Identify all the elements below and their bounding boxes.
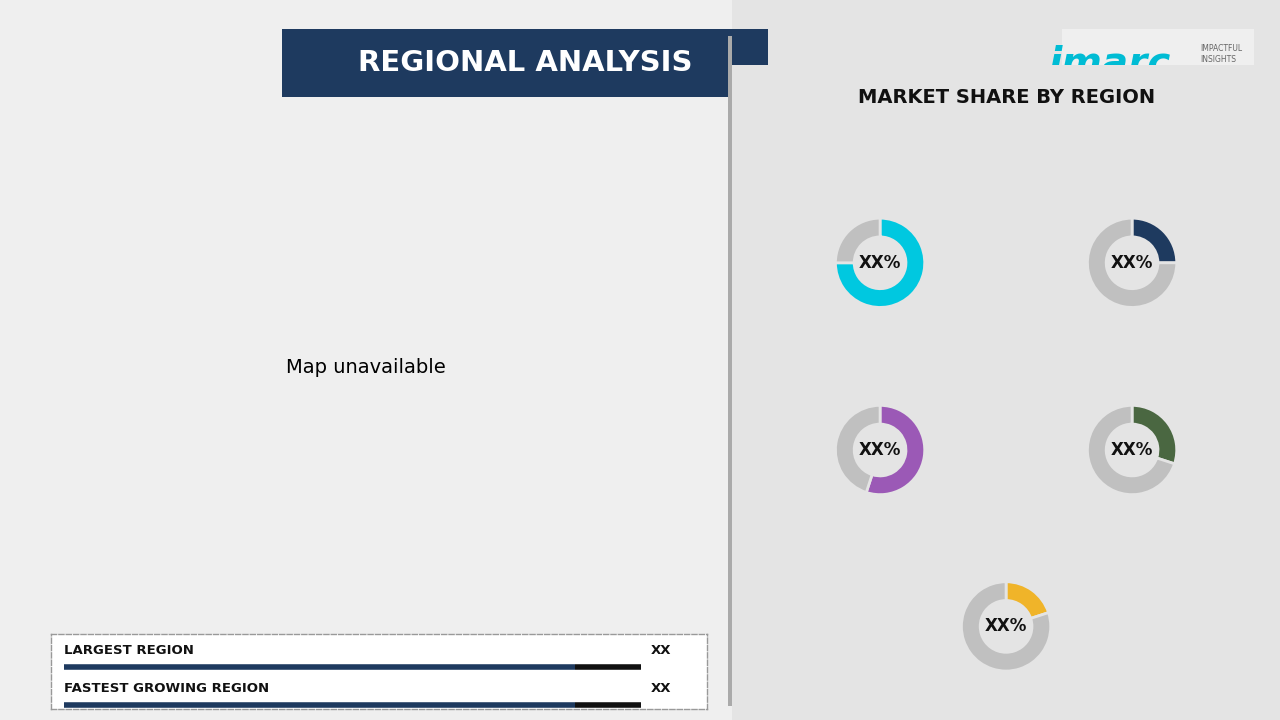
Text: IMPACTFUL
INSIGHTS: IMPACTFUL INSIGHTS	[1201, 44, 1243, 64]
Text: MARKET SHARE BY REGION: MARKET SHARE BY REGION	[858, 88, 1155, 107]
Text: REGIONAL ANALYSIS: REGIONAL ANALYSIS	[357, 49, 692, 77]
Text: XX%: XX%	[859, 254, 901, 271]
Text: XX: XX	[650, 682, 671, 695]
Wedge shape	[1132, 218, 1176, 263]
Wedge shape	[1006, 582, 1048, 618]
Wedge shape	[867, 405, 924, 495]
Text: XX%: XX%	[1111, 254, 1153, 271]
Text: XX%: XX%	[1111, 441, 1153, 459]
Text: XX%: XX%	[984, 618, 1028, 636]
Wedge shape	[1088, 405, 1175, 495]
Wedge shape	[836, 405, 881, 492]
Wedge shape	[1088, 218, 1176, 307]
Wedge shape	[1132, 405, 1176, 464]
Text: LARGEST REGION: LARGEST REGION	[64, 644, 195, 657]
Wedge shape	[836, 218, 924, 307]
Text: Map unavailable: Map unavailable	[287, 358, 445, 377]
Wedge shape	[836, 218, 881, 263]
Text: XX: XX	[650, 644, 671, 657]
Text: FASTEST GROWING REGION: FASTEST GROWING REGION	[64, 682, 269, 695]
Wedge shape	[961, 582, 1051, 671]
Text: imarc: imarc	[1050, 45, 1171, 82]
Text: XX%: XX%	[859, 441, 901, 459]
